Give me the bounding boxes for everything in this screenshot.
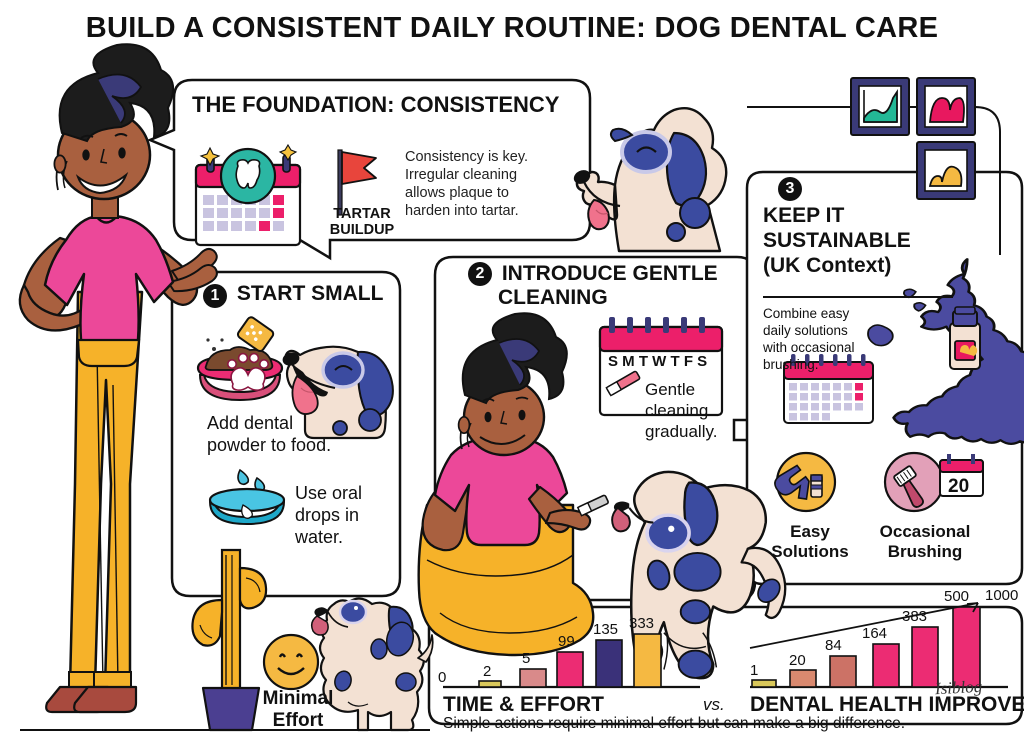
svg-text:1: 1 [750, 662, 758, 679]
svg-text:0: 0 [438, 669, 446, 686]
svg-text:500: 500 [944, 588, 969, 605]
svg-text:20: 20 [789, 652, 806, 669]
svg-text:20: 20 [948, 476, 969, 497]
svg-text:333: 333 [629, 615, 654, 632]
svg-text:5: 5 [522, 650, 530, 667]
svg-text:2: 2 [483, 663, 491, 680]
svg-text:164: 164 [862, 625, 887, 642]
svg-text:S M T W T F S: S M T W T F S [608, 353, 707, 370]
svg-text:99: 99 [558, 633, 575, 650]
svg-text:1000: 1000 [985, 587, 1018, 604]
svg-text:135: 135 [593, 621, 618, 638]
svg-text:84: 84 [825, 637, 842, 654]
